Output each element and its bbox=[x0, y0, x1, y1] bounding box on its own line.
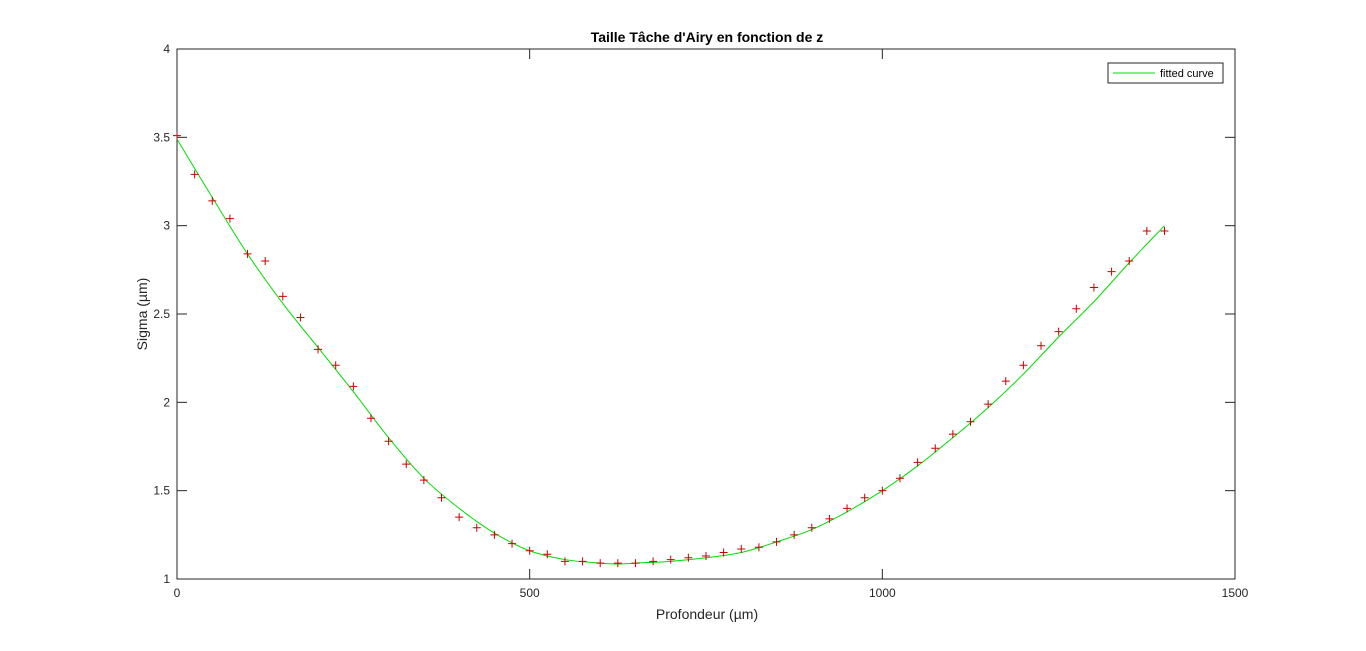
data-point-marker bbox=[807, 523, 816, 532]
data-point-marker bbox=[190, 170, 199, 179]
y-tick-label: 2 bbox=[163, 395, 170, 409]
data-point-marker bbox=[702, 552, 710, 561]
legend-label-fitted-curve: fitted curve bbox=[1160, 68, 1214, 80]
data-point-marker bbox=[243, 249, 252, 258]
data-point-marker bbox=[366, 414, 375, 423]
data-point-marker bbox=[1125, 257, 1134, 265]
data-point-marker bbox=[966, 417, 975, 426]
data-point-marker bbox=[754, 543, 763, 552]
data-point-marker bbox=[649, 557, 658, 566]
y-tick-label: 2.5 bbox=[153, 307, 170, 321]
axes-box bbox=[176, 48, 1236, 580]
data-point-marker bbox=[314, 345, 323, 354]
x-tick-label: 500 bbox=[520, 586, 540, 600]
data-point-marker bbox=[349, 382, 358, 391]
data-point-marker bbox=[1160, 226, 1169, 235]
data-point-marker bbox=[472, 523, 481, 532]
data-point-marker bbox=[455, 513, 464, 522]
data-point-marker bbox=[631, 559, 640, 568]
data-point-marker bbox=[261, 257, 270, 265]
x-tick-label: 1500 bbox=[1222, 586, 1249, 600]
x-axis-label: Profondeur (µm) bbox=[656, 606, 758, 622]
data-point-marker bbox=[1054, 327, 1063, 336]
y-tick-label: 1.5 bbox=[153, 484, 170, 498]
data-point-marker bbox=[825, 514, 834, 523]
data-point-marker bbox=[543, 550, 552, 559]
data-point-marker bbox=[490, 530, 499, 539]
data-point-marker bbox=[578, 557, 587, 566]
data-point-marker bbox=[1089, 283, 1098, 292]
data-point-marker bbox=[508, 539, 517, 548]
chart-title: Taille Tâche d'Airy en fonction de z bbox=[591, 29, 824, 45]
data-point-marker bbox=[1037, 341, 1046, 350]
data-point-marker bbox=[402, 460, 411, 469]
data-point-marker bbox=[666, 555, 675, 564]
data-point-marker bbox=[331, 361, 340, 370]
data-point-marker bbox=[596, 559, 605, 568]
data-point-marker bbox=[560, 557, 569, 566]
fit-layer bbox=[177, 138, 1165, 565]
data-point-marker bbox=[684, 553, 693, 562]
data-point-marker bbox=[984, 400, 993, 409]
data-point-marker bbox=[613, 559, 622, 568]
x-axis-ticks: 0 500 1000 1500 bbox=[174, 49, 1249, 600]
data-point-marker bbox=[437, 493, 446, 502]
y-tick-label: 3 bbox=[163, 219, 170, 233]
data-point-marker bbox=[278, 292, 287, 301]
data-point-marker bbox=[296, 313, 305, 322]
data-point-marker bbox=[878, 486, 887, 495]
fitted-curve-line bbox=[177, 138, 1165, 565]
data-point-marker bbox=[225, 214, 234, 223]
y-axis-ticks: 1 1.5 2 2.5 3 3.5 4 bbox=[153, 42, 1235, 586]
legend-box bbox=[1107, 62, 1224, 84]
data-point-marker bbox=[790, 530, 799, 539]
data-point-marker bbox=[1019, 361, 1028, 370]
x-tick-label: 1000 bbox=[869, 586, 896, 600]
y-tick-label: 1 bbox=[163, 572, 170, 586]
data-point-marker bbox=[173, 131, 181, 140]
data-point-marker bbox=[737, 544, 746, 553]
data-point-marker bbox=[1072, 304, 1081, 313]
data-point-marker bbox=[913, 458, 922, 467]
data-point-marker bbox=[525, 546, 534, 555]
data-point-marker bbox=[843, 504, 852, 513]
marker-layer bbox=[173, 131, 1169, 568]
plot-area bbox=[173, 48, 1236, 580]
legend: fitted curve bbox=[1107, 62, 1224, 84]
y-tick-label: 4 bbox=[163, 42, 170, 56]
y-tick-label: 3.5 bbox=[153, 130, 170, 144]
data-point-marker bbox=[419, 476, 428, 485]
x-tick-label: 0 bbox=[174, 586, 181, 600]
data-point-marker bbox=[772, 537, 781, 546]
data-point-marker bbox=[384, 437, 393, 446]
data-point-marker bbox=[860, 493, 869, 502]
data-point-marker bbox=[1001, 377, 1010, 386]
data-point-marker bbox=[931, 444, 940, 453]
data-point-marker bbox=[948, 430, 957, 439]
y-axis-label: Sigma (µm) bbox=[134, 278, 150, 351]
data-point-marker bbox=[208, 196, 217, 205]
data-point-marker bbox=[1107, 267, 1116, 276]
data-point-marker bbox=[719, 548, 728, 557]
data-point-marker bbox=[895, 474, 904, 483]
data-point-marker bbox=[1142, 226, 1151, 235]
